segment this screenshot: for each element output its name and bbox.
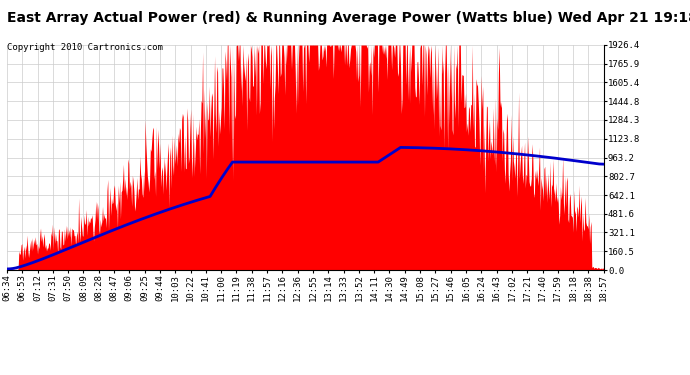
Text: Copyright 2010 Cartronics.com: Copyright 2010 Cartronics.com — [7, 43, 163, 52]
Text: East Array Actual Power (red) & Running Average Power (Watts blue) Wed Apr 21 19: East Array Actual Power (red) & Running … — [7, 11, 690, 25]
